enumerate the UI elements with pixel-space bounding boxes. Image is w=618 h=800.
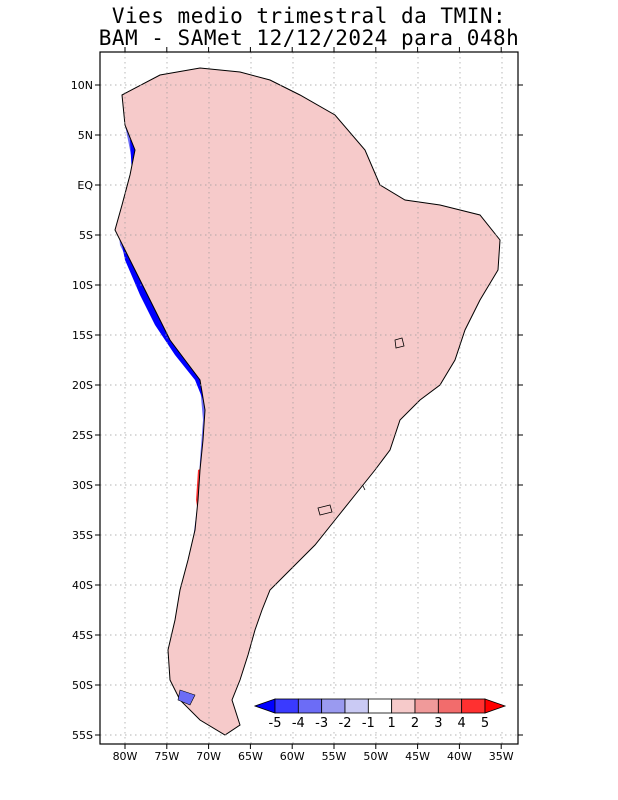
colorbar-label: 2: [411, 716, 419, 731]
lon-tick-label: 75W: [154, 750, 179, 763]
lon-tick-label: 60W: [280, 750, 305, 763]
colorbar-box: [461, 698, 486, 714]
colorbar-label: 3: [434, 716, 442, 731]
lat-tick-label: EQ: [77, 179, 93, 192]
small-water-body: [394, 337, 405, 349]
colorbar-box: [274, 698, 299, 714]
colorbar-box: [321, 698, 346, 714]
lat-tick-label: 10S: [72, 279, 93, 292]
colorbar-label: 1: [388, 716, 396, 731]
map-title-line-1: Vies medio trimestral da TMIN:: [111, 4, 507, 28]
latitude-axis: 10N 5N EQ 5S 10S 15S 20S 25S 30S 35S 40S 45S 50S 55S: [71, 79, 523, 742]
colorbar-box: [414, 698, 439, 714]
lat-tick-label: 25S: [72, 429, 93, 442]
colorbar-box: [391, 698, 416, 714]
colorbar: -5 -4 -3 -2 -1 1 2 3 4 5: [248, 696, 512, 732]
lat-tick-label: 10N: [71, 79, 93, 92]
lat-tick-label: 5N: [78, 129, 93, 142]
lon-tick-label: 50W: [363, 750, 388, 763]
lat-tick-label: 45S: [72, 629, 93, 642]
colorbar-label: -2: [339, 716, 352, 731]
colorbar-box: [344, 698, 369, 714]
colorbar-box: [297, 698, 323, 714]
lon-tick-label: 45W: [405, 750, 430, 763]
lat-tick-label: 40S: [72, 579, 93, 592]
bias-field: -5 -4 -3 -2 -1 1 2 3 4 5: [100, 52, 518, 744]
colorbar-label: -1: [362, 716, 375, 731]
colorbar-label: 4: [458, 716, 466, 731]
rio-de-la-plata: [317, 504, 333, 516]
grid-lines: [100, 52, 518, 744]
colorbar-right-arrow: [484, 698, 507, 714]
colorbar-box: [437, 698, 463, 714]
lat-tick-label: 15S: [72, 329, 93, 342]
lon-tick-label: 35W: [489, 750, 514, 763]
lon-tick-label: 55W: [322, 750, 347, 763]
longitude-axis: 80W 75W 70W 65W 60W 55W 50W 45W 40W 35W: [113, 47, 514, 763]
colorbar-label: 5: [481, 716, 489, 731]
lat-tick-label: 20S: [72, 379, 93, 392]
map-title-line-2: BAM - SAMet 12/12/2024 para 048h: [98, 26, 520, 50]
lat-tick-label: 5S: [79, 229, 93, 242]
colorbar-label: -3: [315, 716, 328, 731]
colorbar-box: [367, 698, 393, 714]
lat-tick-label: 50S: [72, 679, 93, 692]
tierra-del-fuego-island: [177, 689, 196, 706]
colorbar-label: -4: [292, 716, 305, 731]
lon-tick-label: 70W: [196, 750, 221, 763]
lon-tick-label: 80W: [113, 750, 138, 763]
map-frame: [99, 51, 519, 745]
lon-tick-label: 65W: [238, 750, 263, 763]
lat-tick-label: 30S: [72, 479, 93, 492]
colorbar-label: -5: [269, 716, 282, 731]
lat-tick-label: 35S: [72, 529, 93, 542]
lon-tick-label: 40W: [447, 750, 472, 763]
lat-tick-label: 55S: [72, 729, 93, 742]
